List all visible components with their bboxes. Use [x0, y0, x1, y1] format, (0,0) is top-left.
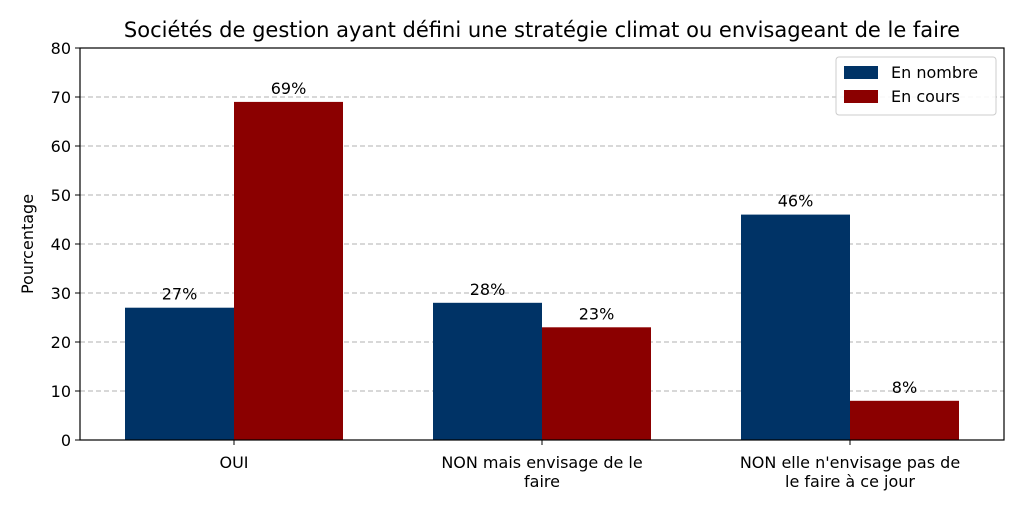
- legend-label: En nombre: [891, 63, 978, 82]
- y-tick-label: 0: [61, 431, 71, 450]
- legend-swatch: [844, 90, 878, 103]
- y-axis-ticks: 0 10 20 30 40 50 60 70 80: [51, 39, 80, 450]
- bar-value-label: 46%: [778, 192, 814, 211]
- bar-en-nombre: [433, 302, 542, 440]
- y-axis-label: Pourcentage: [18, 194, 37, 294]
- bar-en-nombre: [125, 307, 234, 440]
- bar-en-cours: [542, 327, 651, 440]
- x-tick-label: NON elle n'envisage pas de: [740, 453, 960, 472]
- legend-swatch: [844, 66, 878, 79]
- bar-value-label: 69%: [271, 79, 307, 98]
- x-tick-label: le faire à ce jour: [785, 472, 915, 491]
- legend-label: En cours: [891, 87, 960, 106]
- bar-value-label: 27%: [162, 285, 198, 304]
- bar-value-label: 28%: [470, 280, 506, 299]
- legend: En nombre En cours: [835, 56, 997, 116]
- bar-en-cours: [850, 400, 959, 440]
- y-tick-label: 20: [51, 333, 71, 352]
- x-tick-label: faire: [524, 472, 560, 491]
- y-tick-label: 70: [51, 88, 71, 107]
- y-tick-label: 30: [51, 284, 71, 303]
- bar-value-label: 8%: [892, 378, 917, 397]
- x-tick-label: NON mais envisage de le: [441, 453, 642, 472]
- y-tick-label: 80: [51, 39, 71, 58]
- y-tick-label: 40: [51, 235, 71, 254]
- data-labels: 27% 69% 28% 23% 46% 8%: [162, 79, 917, 397]
- x-tick-label: OUI: [219, 453, 248, 472]
- y-tick-label: 10: [51, 382, 71, 401]
- bar-value-label: 23%: [579, 304, 615, 323]
- bar-en-nombre: [741, 214, 850, 440]
- y-tick-label: 60: [51, 137, 71, 156]
- chart-title: Sociétés de gestion ayant défini une str…: [124, 18, 960, 42]
- bars: [125, 101, 959, 441]
- y-tick-label: 50: [51, 186, 71, 205]
- bar-en-cours: [234, 101, 343, 441]
